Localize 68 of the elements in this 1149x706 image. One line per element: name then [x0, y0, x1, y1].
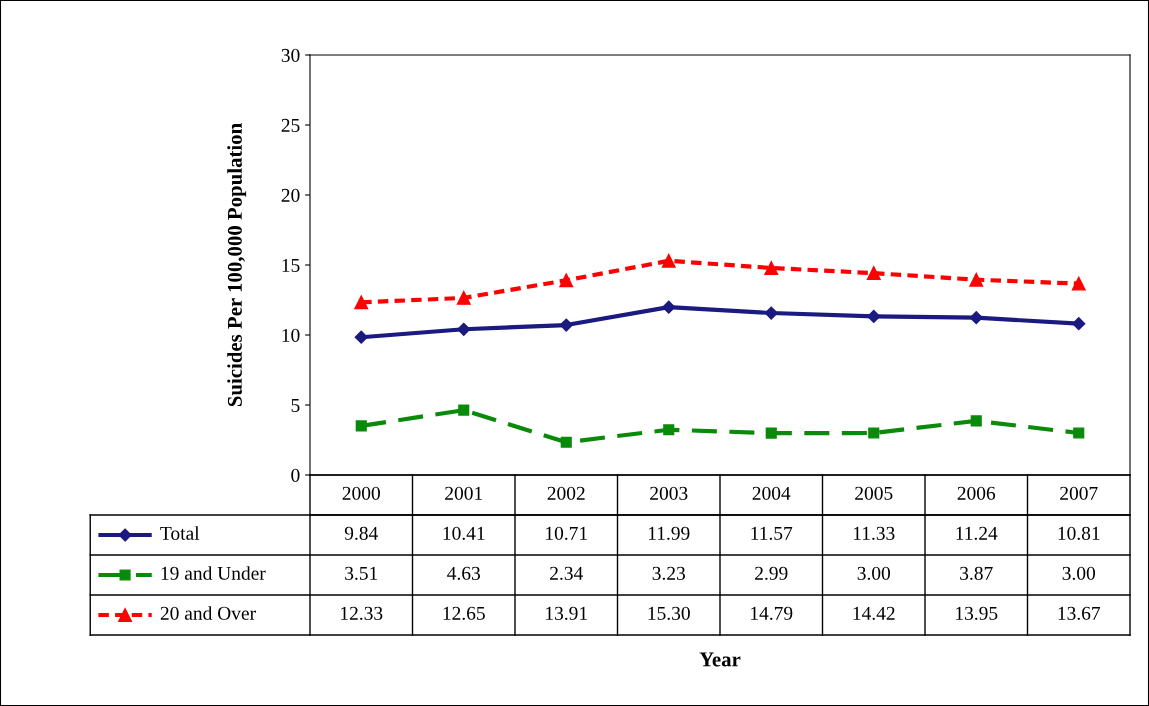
y-tick-label: 0	[291, 468, 300, 482]
y-tick-label: 30	[281, 48, 300, 62]
data-label: 9.84	[344, 526, 378, 540]
x-tick-label: 2004	[752, 486, 791, 500]
point	[1071, 276, 1086, 291]
y-tick-label: 15	[282, 258, 300, 272]
data-label: 2.99	[755, 566, 788, 580]
point	[663, 424, 675, 436]
point	[765, 427, 777, 439]
data-label: 13.91	[546, 606, 587, 620]
y-tick-label: 5	[291, 399, 300, 412]
text: Year	[699, 652, 741, 667]
legend-label: Total	[160, 526, 200, 540]
point	[1073, 427, 1085, 439]
point	[559, 318, 573, 332]
legend-label: 19 and Under	[161, 566, 266, 580]
point	[661, 253, 676, 268]
data-label: 12.33	[341, 606, 383, 620]
x-tick-label: 2007	[1060, 486, 1098, 500]
point	[355, 420, 367, 432]
data-label: 12.65	[443, 606, 485, 620]
point	[354, 330, 368, 344]
data-label: 2.34	[550, 566, 583, 580]
x-tick-label: 2005	[855, 486, 893, 500]
point	[868, 427, 880, 439]
data-label: 14.42	[853, 606, 895, 620]
y-tick-label: 25	[281, 118, 300, 132]
data-label: 14.79	[751, 606, 793, 620]
data-label: 10.81	[1058, 526, 1100, 540]
legend-label: 20 and Over	[160, 606, 256, 620]
data-label: 3.23	[652, 566, 685, 580]
data-label: 3.87	[960, 566, 993, 580]
point	[970, 415, 982, 427]
x-tick-label: 2002	[547, 486, 585, 500]
y-tick-label: 20	[281, 188, 300, 202]
data-label: 11.99	[648, 526, 690, 540]
point	[867, 309, 881, 323]
data-label: 11.33	[853, 526, 895, 540]
point	[866, 266, 881, 281]
point	[969, 311, 983, 325]
point	[456, 290, 471, 305]
y-tick-label: 10	[282, 328, 300, 342]
x-tick-label: 2003	[650, 486, 688, 500]
point	[764, 306, 778, 320]
point	[457, 322, 471, 336]
data-label: 3.00	[857, 566, 891, 580]
point	[764, 260, 779, 275]
y-axis-title: Suicides Per 100,000 Population	[227, 123, 247, 407]
point	[458, 404, 470, 416]
x-tick-label: 2001	[445, 486, 483, 500]
point	[1072, 317, 1086, 331]
x-tick-label: 2000	[342, 486, 380, 500]
point	[662, 300, 676, 314]
data-label: 10.41	[443, 526, 485, 540]
data-label: 3.51	[345, 566, 378, 580]
data-label: 10.71	[546, 526, 587, 540]
data-label: 15.30	[648, 606, 690, 620]
point	[559, 273, 574, 288]
data-label: 13.95	[956, 606, 998, 620]
point	[560, 436, 572, 448]
point	[354, 295, 369, 310]
data-label: 11.57	[751, 526, 793, 540]
x-tick-label: 2006	[957, 486, 996, 500]
point	[969, 272, 984, 287]
data-label: 3.00	[1062, 566, 1096, 580]
data-label: 4.63	[447, 566, 480, 580]
data-label: 13.67	[1058, 606, 1101, 620]
data-label: 11.24	[956, 526, 998, 540]
